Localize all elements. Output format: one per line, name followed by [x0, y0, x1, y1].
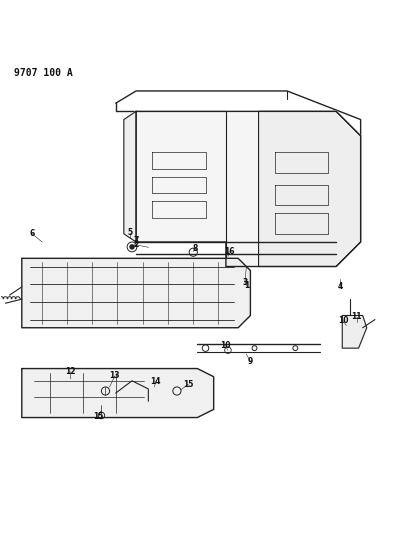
Text: 14: 14: [150, 377, 161, 386]
Text: 15: 15: [93, 412, 104, 421]
Text: 7: 7: [134, 236, 139, 245]
Text: 2: 2: [134, 240, 139, 249]
Text: 15: 15: [183, 379, 194, 389]
Text: 6: 6: [29, 229, 35, 238]
Polygon shape: [124, 111, 136, 242]
Text: 12: 12: [65, 367, 75, 376]
Text: 8: 8: [193, 245, 198, 254]
Text: 10: 10: [338, 316, 349, 325]
Polygon shape: [22, 259, 250, 328]
Polygon shape: [136, 111, 360, 266]
Text: 3: 3: [242, 278, 248, 287]
Text: 16: 16: [224, 247, 234, 256]
Polygon shape: [22, 368, 214, 417]
Text: 13: 13: [110, 372, 120, 381]
Text: 10: 10: [220, 341, 230, 350]
Polygon shape: [259, 111, 360, 266]
Text: 4: 4: [337, 282, 343, 292]
Text: 1: 1: [244, 281, 249, 290]
Text: 9: 9: [248, 357, 253, 366]
Text: 11: 11: [351, 312, 362, 321]
Text: 9707 100 A: 9707 100 A: [14, 68, 72, 78]
Polygon shape: [342, 316, 367, 348]
Circle shape: [130, 245, 134, 249]
Text: 5: 5: [127, 228, 132, 237]
